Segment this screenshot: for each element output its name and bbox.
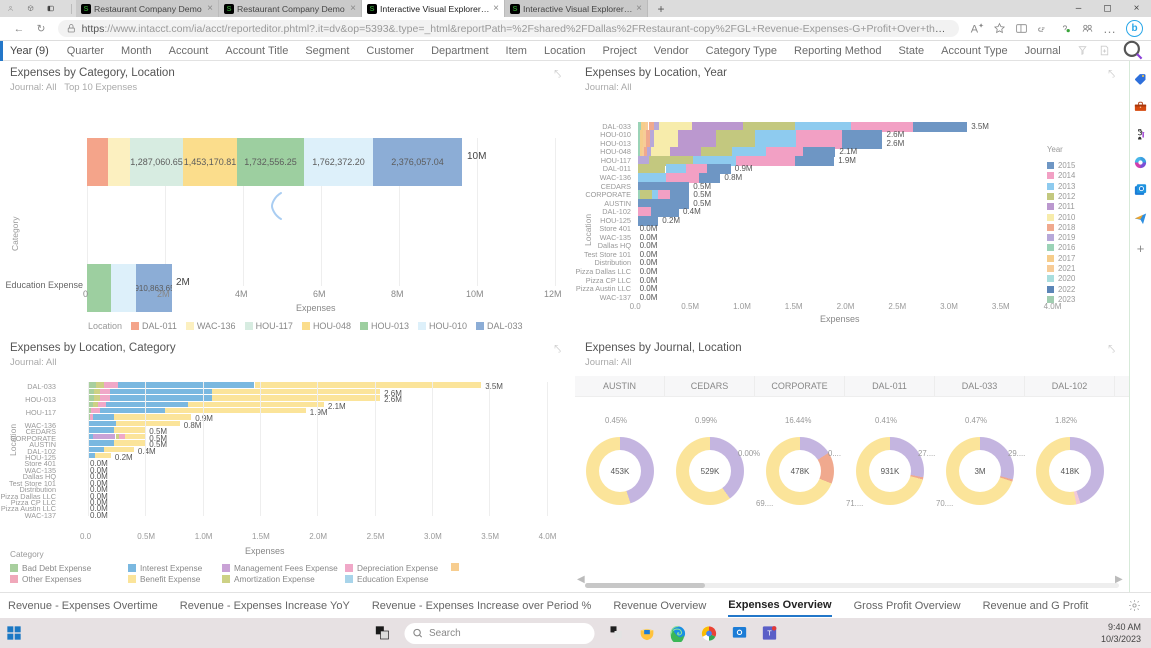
svg-text:T: T	[767, 629, 772, 638]
